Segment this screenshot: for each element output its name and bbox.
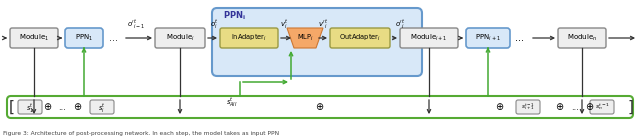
Text: $\oplus$: $\oplus$ — [74, 102, 83, 112]
Text: $o'^{t}_{i}$: $o'^{t}_{i}$ — [395, 18, 405, 30]
Text: [: [ — [9, 99, 15, 115]
Text: ...: ... — [109, 33, 118, 43]
Text: Figure 3: Architecture of post-processing network. In each step, the model takes: Figure 3: Architecture of post-processin… — [3, 131, 279, 136]
FancyBboxPatch shape — [90, 100, 114, 114]
Text: PPN$_{i+1}$: PPN$_{i+1}$ — [475, 33, 501, 43]
FancyBboxPatch shape — [590, 100, 614, 114]
Text: Module$_{i+1}$: Module$_{i+1}$ — [410, 33, 448, 43]
Text: $\oplus$: $\oplus$ — [586, 101, 595, 112]
FancyBboxPatch shape — [7, 96, 633, 118]
Text: $v^{t}_{i}$: $v^{t}_{i}$ — [280, 18, 288, 30]
Text: $s^{t}_{All}$: $s^{t}_{All}$ — [227, 95, 238, 108]
Text: $o^{t}_{i}$: $o^{t}_{i}$ — [210, 18, 218, 30]
Text: ...: ... — [571, 103, 579, 112]
FancyBboxPatch shape — [65, 28, 103, 48]
Text: $\oplus$: $\oplus$ — [316, 102, 324, 112]
Text: $s^{t}_{1}$: $s^{t}_{1}$ — [26, 100, 34, 113]
Text: $s^{t-1}_{n}$: $s^{t-1}_{n}$ — [595, 102, 609, 112]
Text: Module$_i$: Module$_i$ — [166, 33, 195, 43]
FancyBboxPatch shape — [18, 100, 42, 114]
Text: ...: ... — [58, 103, 66, 112]
FancyBboxPatch shape — [212, 8, 422, 76]
FancyBboxPatch shape — [558, 28, 606, 48]
Text: $\oplus$: $\oplus$ — [44, 102, 52, 112]
Text: Module$_1$: Module$_1$ — [19, 33, 49, 43]
Text: $\oplus$: $\oplus$ — [556, 102, 564, 112]
FancyBboxPatch shape — [155, 28, 205, 48]
Text: $\mathbf{PPN_i}$: $\mathbf{PPN_i}$ — [223, 10, 246, 22]
Text: Module$_n$: Module$_n$ — [567, 33, 597, 43]
Text: $o'^{t}_{i-1}$: $o'^{t}_{i-1}$ — [127, 18, 145, 30]
Polygon shape — [287, 28, 323, 48]
FancyBboxPatch shape — [10, 28, 58, 48]
FancyBboxPatch shape — [220, 28, 278, 48]
FancyBboxPatch shape — [400, 28, 458, 48]
Text: $s^{t-1}_{i+1}$: $s^{t-1}_{i+1}$ — [521, 102, 535, 112]
FancyBboxPatch shape — [330, 28, 390, 48]
Text: PPN$_1$: PPN$_1$ — [75, 33, 93, 43]
Text: MLP$_i$: MLP$_i$ — [296, 33, 314, 43]
FancyBboxPatch shape — [516, 100, 540, 114]
Text: $s^{t}_{i}$: $s^{t}_{i}$ — [98, 100, 106, 113]
Text: ...: ... — [515, 33, 525, 43]
Text: OutAdapter$_i$: OutAdapter$_i$ — [339, 33, 381, 43]
Text: $v'^{t}_{i}$: $v'^{t}_{i}$ — [318, 18, 328, 30]
FancyBboxPatch shape — [466, 28, 510, 48]
Text: ]: ] — [628, 99, 634, 115]
Text: InAdapter$_i$: InAdapter$_i$ — [231, 33, 267, 43]
Text: $\oplus$: $\oplus$ — [495, 102, 504, 112]
